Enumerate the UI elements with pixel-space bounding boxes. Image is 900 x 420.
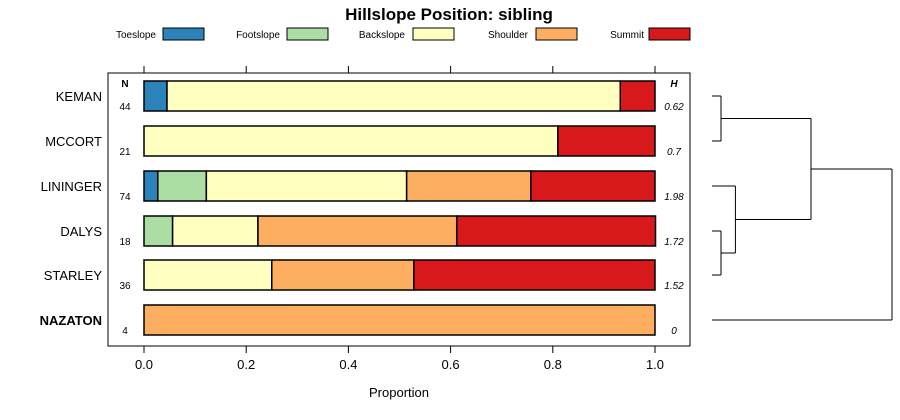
- site-label-lininger: LININGER: [41, 179, 102, 194]
- bar-segment-footslope: [157, 170, 208, 202]
- bar-segment-toeslope: [143, 80, 168, 112]
- h-column-header: H: [670, 79, 678, 90]
- n-value: 36: [119, 281, 131, 292]
- bar-segment-backslope: [143, 259, 273, 291]
- plot-frame: [107, 72, 691, 347]
- bar-segment-summit: [619, 80, 656, 112]
- bar-segment-shoulder: [257, 215, 458, 247]
- site-label-mccort: MCCORT: [45, 134, 102, 149]
- legend-swatch-backslope: [412, 27, 455, 41]
- bar-segment-backslope: [171, 215, 259, 247]
- n-column-header: N: [121, 79, 128, 90]
- legend: Toeslope Footslope Backslope Shoulder Summit: [116, 27, 691, 41]
- dendrogram: [712, 95, 893, 321]
- bar-segment-shoulder: [143, 304, 656, 336]
- x-tick-label: 0.2: [237, 357, 255, 372]
- legend-swatch-toeslope: [162, 27, 205, 41]
- x-tick-label: 0.8: [544, 357, 562, 372]
- n-value: 18: [119, 237, 131, 248]
- site-label-starley: STARLEY: [44, 268, 103, 283]
- legend-swatch-shoulder: [535, 27, 578, 41]
- x-tick-label: 0.0: [135, 357, 153, 372]
- bar-segment-backslope: [166, 80, 622, 112]
- bar-segment-shoulder: [271, 259, 415, 291]
- legend-label-summit: Summit: [610, 30, 644, 41]
- bar-segment-summit: [413, 259, 656, 291]
- bar-segment-footslope: [143, 215, 174, 247]
- h-value: 1.72: [664, 237, 684, 248]
- bar-segment-shoulder: [405, 170, 532, 202]
- bar-segment-summit: [530, 170, 656, 202]
- legend-swatch-summit: [648, 27, 691, 41]
- n-value: 4: [122, 326, 128, 337]
- h-value: 0.7: [667, 147, 681, 158]
- h-value: 0.62: [664, 102, 684, 113]
- n-value: 74: [119, 192, 131, 203]
- x-tick-label: 0.4: [339, 357, 357, 372]
- legend-label-footslope: Footslope: [236, 30, 280, 41]
- legend-swatch-footslope: [286, 27, 329, 41]
- legend-label-toeslope: Toeslope: [116, 30, 156, 41]
- site-label-nazaton: NAZATON: [40, 313, 102, 328]
- bar-segment-backslope: [143, 125, 559, 157]
- bar-segment-toeslope: [143, 170, 159, 202]
- chart-title: Hillslope Position: sibling: [345, 5, 553, 24]
- bar-segment-backslope: [205, 170, 408, 202]
- bar-segment-summit: [455, 215, 657, 247]
- x-axis-title: Proportion: [369, 385, 429, 400]
- h-value: 1.52: [664, 281, 684, 292]
- x-tick-label: 0.6: [442, 357, 460, 372]
- bar-segment-summit: [557, 125, 656, 157]
- site-label-keman: KEMAN: [56, 89, 102, 104]
- legend-label-backslope: Backslope: [359, 30, 406, 41]
- plot-area: 0.0 0.2 0.4 0.6 0.8 1.0 N H KEMAN 44 0.62 MCCORT 21 0…: [40, 66, 691, 372]
- h-value: 0: [671, 326, 677, 337]
- legend-label-shoulder: Shoulder: [488, 30, 529, 41]
- n-value: 21: [119, 147, 131, 158]
- h-value: 1.98: [664, 192, 684, 203]
- site-label-dalys: DALYS: [60, 224, 102, 239]
- x-tick-label: 1.0: [646, 357, 664, 372]
- n-value: 44: [119, 102, 131, 113]
